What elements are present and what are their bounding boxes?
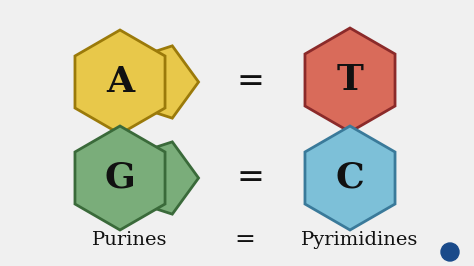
Polygon shape — [75, 126, 165, 230]
Text: Purines: Purines — [92, 231, 168, 249]
Text: =: = — [236, 162, 264, 194]
Polygon shape — [130, 46, 199, 118]
Text: G: G — [105, 161, 136, 195]
Text: T: T — [337, 63, 364, 97]
Text: Pyrimidines: Pyrimidines — [301, 231, 419, 249]
Polygon shape — [305, 126, 395, 230]
Polygon shape — [75, 30, 165, 134]
Text: =: = — [235, 228, 255, 251]
Text: A: A — [106, 65, 134, 99]
Polygon shape — [305, 28, 395, 132]
Circle shape — [441, 243, 459, 261]
Text: C: C — [336, 161, 365, 195]
Text: =: = — [236, 66, 264, 98]
Polygon shape — [130, 142, 199, 214]
